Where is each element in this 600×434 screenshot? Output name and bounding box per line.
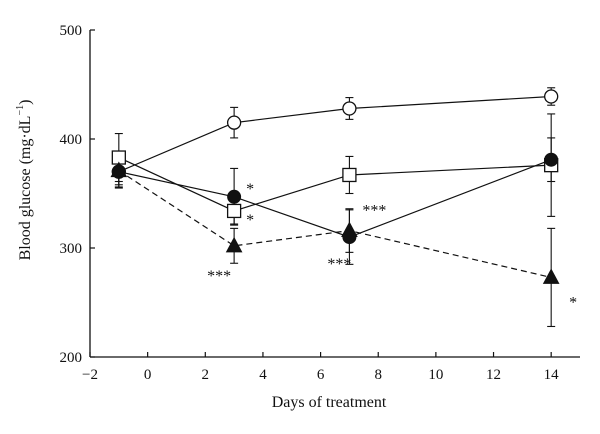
significance-label: * [569, 294, 577, 311]
series-layer: ************ [110, 87, 577, 328]
y-ticks: 200 300 400 500 [60, 23, 95, 366]
x-tick-label: 0 [144, 367, 152, 383]
y-axis-title-main: Blood glucose (mg·dL [17, 116, 34, 261]
x-ticks: −2 0 2 4 6 8 10 12 14 [82, 352, 559, 383]
x-tick-label: 14 [544, 367, 560, 383]
series-line-filled-triangle [118, 170, 552, 279]
data-point-filled-triangle [225, 236, 243, 253]
data-point-filled-circle [227, 189, 242, 204]
x-tick-label: 10 [428, 367, 443, 383]
data-point-open-circle [342, 101, 357, 116]
significance-label: * [246, 212, 254, 229]
series-line-filled-circle [118, 159, 552, 238]
x-tick-label: 6 [317, 367, 325, 383]
data-point-open-circle [544, 89, 559, 104]
data-point-filled-triangle [110, 161, 128, 178]
data-point-open-circle [226, 115, 242, 130]
significance-label: *** [362, 203, 386, 220]
x-tick-label: 8 [374, 367, 382, 383]
x-tick-label: 4 [259, 367, 267, 383]
x-tick-label: −2 [82, 367, 98, 383]
data-point-open-square [342, 167, 357, 183]
significance-label: *** [207, 268, 231, 285]
data-point-open-square [226, 203, 242, 219]
y-tick-label: 400 [60, 132, 83, 148]
y-axis-title-close: ) [17, 100, 34, 105]
data-point-filled-triangle [542, 268, 560, 284]
data-point-filled-circle [544, 152, 559, 167]
x-tick-label: 2 [202, 367, 210, 383]
x-axis-title: Days of treatment [272, 394, 387, 411]
series-line-open-circle [118, 95, 552, 173]
y-axis-title-sup: −1 [15, 105, 26, 116]
significance-label: * [246, 181, 254, 198]
x-tick-label: 12 [486, 367, 501, 383]
significance-label: *** [327, 256, 351, 273]
y-tick-label: 300 [60, 241, 83, 257]
y-axis-title: Blood glucose (mg·dL−1) [15, 100, 34, 261]
y-tick-label: 500 [60, 23, 83, 39]
axes [89, 30, 580, 358]
data-point-filled-triangle [341, 221, 358, 238]
y-tick-label: 200 [60, 350, 83, 366]
